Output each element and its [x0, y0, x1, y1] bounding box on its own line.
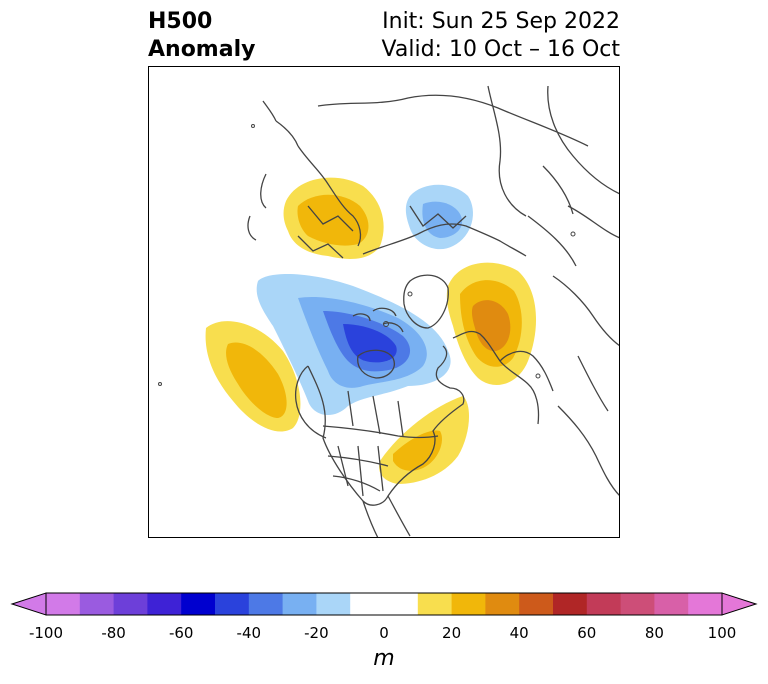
colorbar-tick-label: 60 [577, 624, 597, 642]
colorbar-segment [350, 593, 385, 615]
colorbar-segment [586, 593, 622, 615]
colorbar-segment [519, 593, 554, 615]
colorbar-segment [654, 593, 689, 615]
colorbar-tick-label: -20 [304, 624, 329, 642]
colorbar-segment [215, 593, 250, 615]
colorbar-segment [620, 593, 655, 615]
colorbar-ticks: -100 -80 -60 -40 -20 0 20 40 60 80 100 [0, 624, 768, 644]
colorbar-tick-label: -60 [168, 624, 194, 642]
colorbar-segment [181, 593, 216, 615]
colorbar-segment [79, 593, 115, 615]
colorbar-tick-label: 80 [644, 624, 664, 642]
valid-dates: Valid: 10 Oct – 16 Oct [381, 37, 620, 62]
colorbar-segment [248, 593, 284, 615]
colorbar-units: m [373, 646, 395, 671]
colorbar-segment [46, 593, 81, 615]
colorbar-tick-label: 0 [379, 624, 389, 642]
colorbar-frame [45, 592, 723, 616]
colorbar-tick-label: 40 [509, 624, 529, 642]
colorbar-tick-label: -100 [28, 624, 64, 642]
colorbar-tick-label: 100 [707, 624, 737, 642]
colorbar-segment [384, 593, 419, 615]
colorbar-segment [553, 593, 588, 615]
colorbar-segment [485, 593, 520, 615]
anomaly-map [148, 66, 620, 538]
colorbar [10, 592, 758, 616]
colorbar-tick-label: -80 [101, 624, 126, 642]
colorbar-segment [417, 593, 453, 615]
colorbar-segment [451, 593, 486, 615]
map-title: H500 Anomaly [148, 8, 255, 64]
colorbar-segments [46, 593, 723, 615]
colorbar-tick-label: -40 [236, 624, 262, 642]
title-field: Anomaly [148, 37, 256, 62]
colorbar-segment [316, 593, 351, 615]
colorbar-segment [282, 593, 317, 615]
islands [158, 124, 576, 386]
colorbar-tick-label: 20 [442, 624, 462, 642]
colorbar-segment [147, 593, 182, 615]
coastlines [247, 85, 620, 538]
init-date: Init: Sun 25 Sep 2022 [382, 9, 620, 34]
map-dates: Init: Sun 25 Sep 2022 Valid: 10 Oct – 16… [382, 8, 620, 64]
colorbar-segment [688, 593, 723, 615]
colorbar-segment [113, 593, 148, 615]
map-frame [148, 66, 620, 538]
title-variable: H500 [148, 9, 213, 34]
colorbar-over-arrow [721, 592, 758, 616]
colorbar-under-arrow [10, 592, 47, 616]
